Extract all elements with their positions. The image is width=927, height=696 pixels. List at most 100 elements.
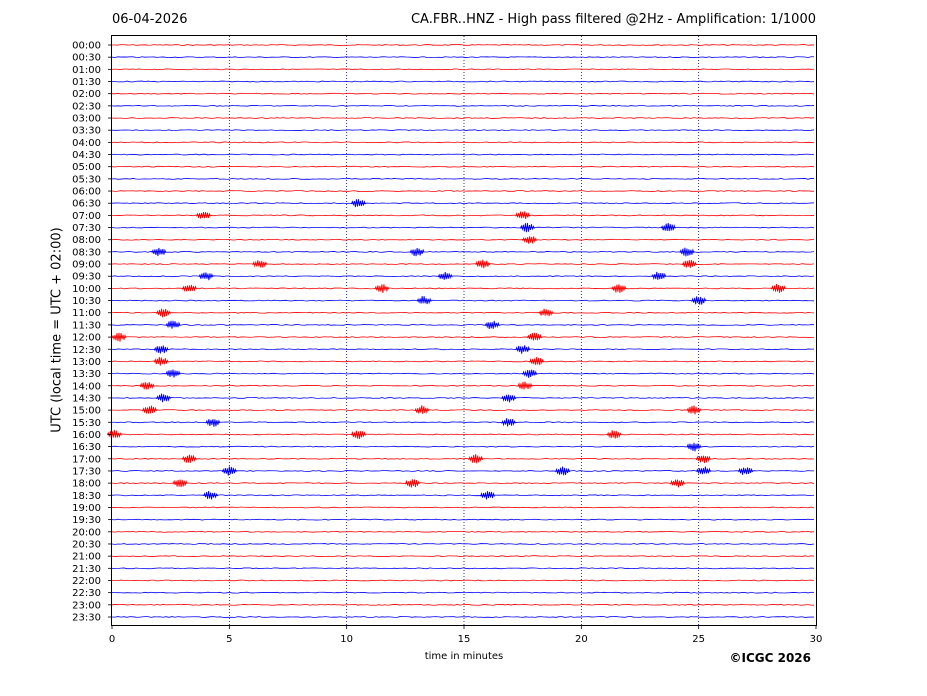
trace-line: [111, 616, 815, 618]
y-tick-label: 06:00: [72, 187, 101, 198]
y-tick-label: 21:30: [72, 564, 101, 575]
trace-line: [111, 275, 815, 278]
event-mark: [416, 296, 432, 305]
event-mark: [252, 260, 268, 268]
y-tick-label: 15:00: [72, 406, 101, 417]
trace-line: [111, 251, 815, 253]
event-mark: [529, 357, 545, 366]
y-tick-label: 05:00: [72, 162, 101, 173]
trace-line: [111, 178, 815, 180]
y-tick-label: 03:00: [72, 114, 101, 125]
y-tick-label: 12:00: [72, 333, 101, 344]
y-tick-label: 20:00: [72, 527, 101, 538]
event-mark: [221, 466, 237, 476]
trace-line: [111, 555, 815, 557]
trace-line: [111, 445, 815, 448]
event-mark: [374, 284, 390, 294]
y-tick-label: 14:00: [72, 381, 101, 392]
event-mark: [203, 491, 218, 500]
trace-line: [111, 311, 815, 314]
event-mark: [681, 260, 697, 268]
seismic-traces: [111, 44, 815, 618]
event-mark: [501, 418, 516, 427]
trace-line: [111, 530, 815, 533]
event-mark: [196, 211, 211, 219]
y-tick-label: 10:00: [72, 284, 101, 295]
event-mark: [350, 430, 366, 440]
plot-frame: [111, 35, 817, 626]
trace-line: [111, 324, 815, 326]
trace-line: [111, 263, 815, 265]
y-tick-label: 08:30: [72, 247, 101, 258]
event-mark: [205, 419, 221, 427]
trace-line: [111, 567, 815, 570]
trace-line: [111, 56, 815, 59]
y-tick-label: 02:00: [72, 89, 101, 100]
y-tick-label: 11:30: [72, 320, 101, 331]
event-mark: [480, 491, 495, 500]
event-mark: [696, 466, 711, 475]
x-tick-label: 25: [692, 634, 705, 645]
trace-line: [111, 104, 815, 107]
event-mark: [519, 222, 535, 233]
y-tick-label: 04:00: [72, 138, 101, 149]
event-mark: [651, 271, 667, 281]
trace-line: [111, 603, 815, 606]
event-mark: [172, 479, 188, 488]
event-mark: [404, 479, 420, 488]
event-mark: [156, 308, 171, 318]
y-tick-label: 07:00: [72, 211, 101, 222]
y-tick-label: 19:00: [72, 503, 101, 514]
y-tick-label: 00:00: [72, 41, 101, 52]
x-axis-ticks: 0 5 10 15 20 25 30: [109, 625, 823, 645]
trace-line: [111, 397, 815, 399]
trace-line: [111, 80, 815, 83]
trace-line: [111, 68, 815, 71]
y-tick-label: 00:30: [72, 53, 101, 64]
x-tick-label: 20: [575, 634, 588, 645]
y-tick-label: 18:30: [72, 491, 101, 502]
event-mark: [771, 284, 786, 293]
trace-line: [111, 117, 815, 119]
event-mark: [153, 345, 169, 354]
x-tick-label: 30: [810, 634, 823, 645]
event-mark: [409, 247, 425, 257]
event-mark: [165, 369, 181, 378]
event-mark: [695, 455, 711, 464]
event-mark: [501, 394, 517, 403]
trace-line: [111, 165, 815, 168]
trace-line: [111, 226, 815, 229]
event-mark: [350, 199, 366, 208]
trace-line: [111, 384, 815, 387]
y-tick-label: 05:30: [72, 174, 101, 185]
trace-line: [111, 190, 815, 192]
trace-line: [111, 44, 815, 46]
y-tick-label: 23:30: [72, 612, 101, 623]
y-tick-label: 01:00: [72, 65, 101, 76]
event-mark: [686, 405, 702, 415]
y-tick-label: 11:00: [72, 308, 101, 319]
event-mark: [165, 320, 181, 329]
y-tick-label: 10:30: [72, 296, 101, 307]
x-axis-label: time in minutes: [424, 651, 504, 662]
trace-line: [111, 506, 815, 509]
trace-line: [111, 482, 815, 484]
y-tick-label: 13:00: [72, 357, 101, 368]
event-mark: [538, 308, 554, 317]
event-mark: [522, 369, 538, 378]
trace-line: [111, 299, 815, 302]
y-tick-label: 16:30: [72, 442, 101, 453]
trace-line: [111, 579, 815, 582]
event-mark: [517, 381, 533, 390]
event-mark: [156, 393, 171, 403]
y-tick-label: 03:30: [72, 126, 101, 137]
trace-line: [111, 518, 815, 521]
event-marks: [106, 199, 786, 500]
trace-line: [111, 543, 815, 545]
y-tick-label: 02:30: [72, 101, 101, 112]
trace-line: [111, 409, 815, 411]
event-mark: [526, 332, 542, 341]
event-mark: [515, 211, 531, 220]
